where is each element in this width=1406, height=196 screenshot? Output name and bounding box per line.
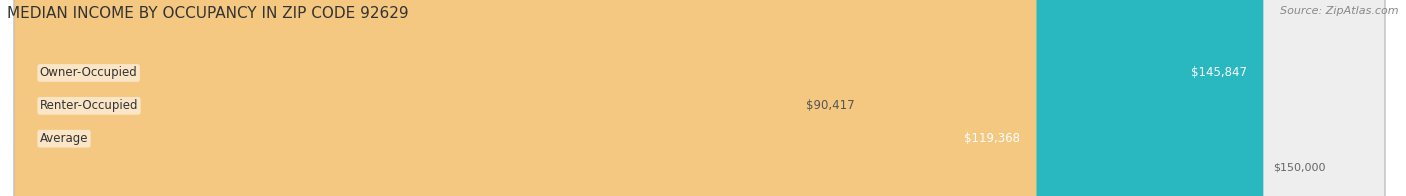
FancyBboxPatch shape — [14, 0, 1385, 196]
Text: $119,368: $119,368 — [963, 132, 1019, 145]
FancyBboxPatch shape — [14, 0, 1036, 196]
Text: Source: ZipAtlas.com: Source: ZipAtlas.com — [1281, 6, 1399, 16]
Text: $145,847: $145,847 — [1191, 66, 1247, 79]
FancyBboxPatch shape — [14, 0, 1385, 196]
FancyBboxPatch shape — [14, 0, 1264, 196]
Text: $90,417: $90,417 — [806, 99, 855, 112]
Text: Average: Average — [39, 132, 89, 145]
Text: Owner-Occupied: Owner-Occupied — [39, 66, 138, 79]
Text: MEDIAN INCOME BY OCCUPANCY IN ZIP CODE 92629: MEDIAN INCOME BY OCCUPANCY IN ZIP CODE 9… — [7, 6, 409, 21]
Text: Renter-Occupied: Renter-Occupied — [39, 99, 138, 112]
FancyBboxPatch shape — [14, 0, 789, 196]
FancyBboxPatch shape — [14, 0, 1385, 196]
